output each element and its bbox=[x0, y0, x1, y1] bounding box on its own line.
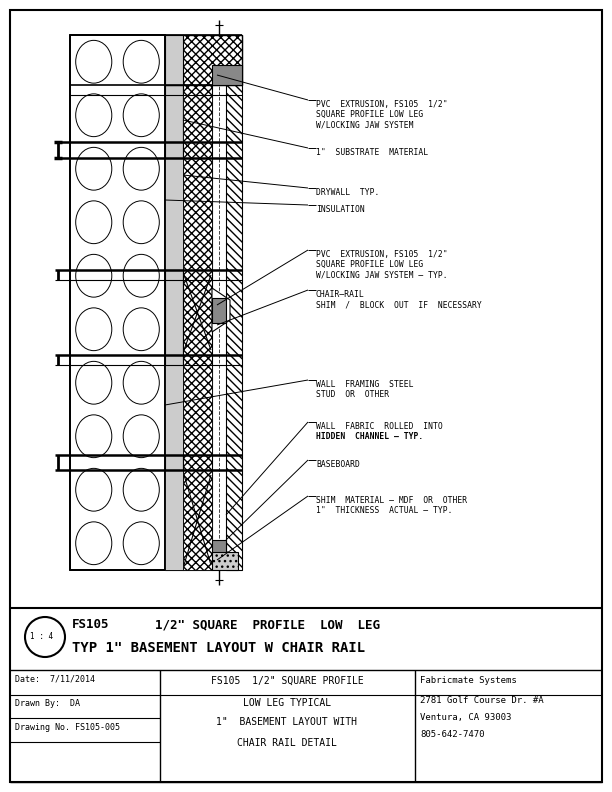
Ellipse shape bbox=[123, 93, 159, 137]
Text: WALL  FABRIC  ROLLED  INTO: WALL FABRIC ROLLED INTO bbox=[316, 422, 442, 431]
Ellipse shape bbox=[123, 308, 159, 351]
Text: SHIM  MATERIAL – MDF  OR  OTHER: SHIM MATERIAL – MDF OR OTHER bbox=[316, 496, 467, 505]
Bar bbox=[165, 158, 183, 270]
Text: Ventura, CA 93003: Ventura, CA 93003 bbox=[420, 713, 512, 722]
Ellipse shape bbox=[123, 415, 159, 458]
Text: SHIM  /  BLOCK  OUT  IF  NECESSARY: SHIM / BLOCK OUT IF NECESSARY bbox=[316, 300, 482, 309]
Text: 2781 Golf Course Dr. #A: 2781 Golf Course Dr. #A bbox=[420, 696, 543, 705]
Text: CHAIR RAIL DETAIL: CHAIR RAIL DETAIL bbox=[237, 738, 337, 748]
Text: HIDDEN  CHANNEL – TYP.: HIDDEN CHANNEL – TYP. bbox=[316, 432, 424, 441]
Text: FS105: FS105 bbox=[72, 618, 110, 631]
Text: W/LOCKING JAW SYSTEM: W/LOCKING JAW SYSTEM bbox=[316, 120, 414, 129]
Ellipse shape bbox=[123, 40, 159, 83]
Text: Date:  7/11/2014: Date: 7/11/2014 bbox=[15, 675, 95, 684]
Text: TYP 1" BASEMENT LAYOUT W CHAIR RAIL: TYP 1" BASEMENT LAYOUT W CHAIR RAIL bbox=[72, 641, 365, 655]
Ellipse shape bbox=[76, 468, 112, 511]
Text: Drawing No. FS105-005: Drawing No. FS105-005 bbox=[15, 723, 120, 732]
Bar bbox=[183, 158, 212, 270]
Bar bbox=[212, 298, 226, 323]
Bar bbox=[165, 35, 242, 85]
Text: BASEBOARD: BASEBOARD bbox=[316, 460, 360, 469]
Ellipse shape bbox=[76, 308, 112, 351]
Ellipse shape bbox=[76, 147, 112, 190]
Text: CHAIR–RAIL: CHAIR–RAIL bbox=[316, 290, 365, 299]
Bar bbox=[212, 552, 238, 570]
Bar bbox=[226, 35, 242, 570]
Text: 805-642-7470: 805-642-7470 bbox=[420, 730, 485, 739]
Bar bbox=[212, 65, 242, 85]
Text: SQUARE PROFILE LOW LEG: SQUARE PROFILE LOW LEG bbox=[316, 260, 424, 269]
Text: FS105  1/2" SQUARE PROFILE: FS105 1/2" SQUARE PROFILE bbox=[211, 676, 364, 686]
Text: LOW LEG TYPICAL: LOW LEG TYPICAL bbox=[243, 698, 331, 708]
Ellipse shape bbox=[76, 201, 112, 244]
Text: W/LOCKING JAW SYSTEM – TYP.: W/LOCKING JAW SYSTEM – TYP. bbox=[316, 270, 447, 279]
Ellipse shape bbox=[76, 361, 112, 404]
Bar bbox=[226, 35, 242, 570]
Bar bbox=[70, 35, 165, 570]
Bar bbox=[183, 95, 212, 142]
Ellipse shape bbox=[123, 522, 159, 565]
Ellipse shape bbox=[123, 254, 159, 297]
Ellipse shape bbox=[76, 93, 112, 137]
Bar bbox=[183, 365, 212, 455]
Text: 1"  BASEMENT LAYOUT WITH: 1" BASEMENT LAYOUT WITH bbox=[217, 717, 357, 727]
Text: 1"  SUBSTRATE  MATERIAL: 1" SUBSTRATE MATERIAL bbox=[316, 148, 428, 157]
Text: Drawn By:  DA: Drawn By: DA bbox=[15, 699, 80, 708]
Ellipse shape bbox=[123, 147, 159, 190]
Ellipse shape bbox=[123, 361, 159, 404]
Ellipse shape bbox=[76, 40, 112, 83]
Ellipse shape bbox=[76, 254, 112, 297]
Text: PVC  EXTRUSION, FS105  1/2": PVC EXTRUSION, FS105 1/2" bbox=[316, 250, 447, 259]
Text: WALL  FRAMING  STEEL: WALL FRAMING STEEL bbox=[316, 380, 414, 389]
Bar bbox=[165, 35, 183, 570]
Text: DRYWALL  TYP.: DRYWALL TYP. bbox=[316, 188, 379, 197]
Ellipse shape bbox=[76, 415, 112, 458]
Bar bbox=[70, 35, 165, 570]
Text: Fabricmate Systems: Fabricmate Systems bbox=[420, 676, 517, 685]
Bar bbox=[183, 35, 212, 570]
Ellipse shape bbox=[123, 201, 159, 244]
Text: INSULATION: INSULATION bbox=[316, 205, 365, 214]
Bar bbox=[212, 540, 226, 558]
Text: 1"  THICKNESS  ACTUAL – TYP.: 1" THICKNESS ACTUAL – TYP. bbox=[316, 506, 452, 515]
Text: PVC  EXTRUSION, FS105  1/2": PVC EXTRUSION, FS105 1/2" bbox=[316, 100, 447, 109]
Polygon shape bbox=[212, 288, 230, 332]
Bar bbox=[183, 470, 212, 570]
Ellipse shape bbox=[123, 468, 159, 511]
Ellipse shape bbox=[76, 522, 112, 565]
Bar bbox=[165, 35, 183, 85]
Text: STUD  OR  OTHER: STUD OR OTHER bbox=[316, 390, 389, 399]
Text: 1 : 4: 1 : 4 bbox=[31, 632, 54, 641]
Text: 1/2" SQUARE  PROFILE  LOW  LEG: 1/2" SQUARE PROFILE LOW LEG bbox=[155, 618, 380, 631]
Bar bbox=[165, 365, 183, 455]
Bar bbox=[165, 470, 183, 570]
Text: SQUARE PROFILE LOW LEG: SQUARE PROFILE LOW LEG bbox=[316, 110, 424, 119]
